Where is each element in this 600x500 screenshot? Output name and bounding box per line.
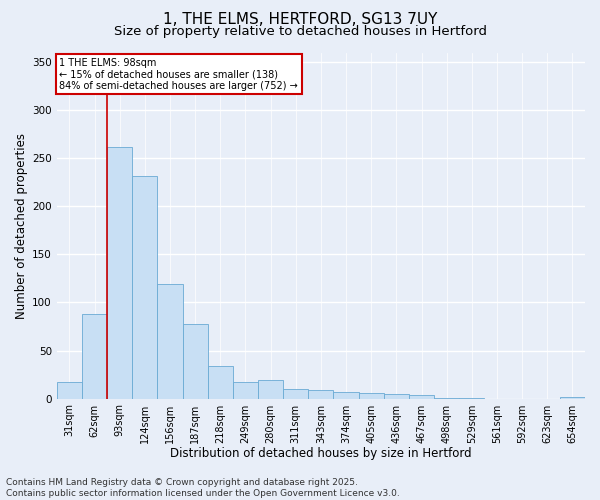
- Bar: [107, 146, 132, 398]
- Text: Contains HM Land Registry data © Crown copyright and database right 2025.
Contai: Contains HM Land Registry data © Crown c…: [6, 478, 400, 498]
- Bar: [132, 176, 157, 398]
- Bar: [283, 389, 308, 398]
- Text: 1 THE ELMS: 98sqm
← 15% of detached houses are smaller (138)
84% of semi-detache: 1 THE ELMS: 98sqm ← 15% of detached hous…: [59, 58, 298, 91]
- Bar: [409, 395, 434, 398]
- Bar: [157, 284, 182, 399]
- Bar: [233, 382, 258, 398]
- Bar: [308, 390, 334, 398]
- Bar: [82, 314, 107, 398]
- Bar: [258, 380, 283, 398]
- Text: Size of property relative to detached houses in Hertford: Size of property relative to detached ho…: [113, 25, 487, 38]
- Bar: [182, 324, 208, 398]
- Bar: [208, 366, 233, 398]
- Bar: [359, 393, 384, 398]
- Bar: [560, 396, 585, 398]
- Bar: [384, 394, 409, 398]
- Bar: [57, 382, 82, 398]
- Y-axis label: Number of detached properties: Number of detached properties: [15, 132, 28, 318]
- X-axis label: Distribution of detached houses by size in Hertford: Distribution of detached houses by size …: [170, 447, 472, 460]
- Text: 1, THE ELMS, HERTFORD, SG13 7UY: 1, THE ELMS, HERTFORD, SG13 7UY: [163, 12, 437, 28]
- Bar: [334, 392, 359, 398]
